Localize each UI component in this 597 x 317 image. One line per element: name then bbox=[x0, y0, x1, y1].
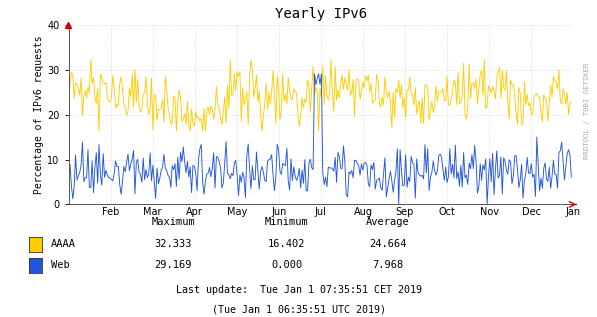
Y-axis label: Percentage of IPv6 requests: Percentage of IPv6 requests bbox=[35, 36, 44, 194]
Text: Last update:  Tue Jan 1 07:35:51 CET 2019: Last update: Tue Jan 1 07:35:51 CET 2019 bbox=[176, 285, 421, 295]
Text: 7.968: 7.968 bbox=[373, 260, 404, 270]
Text: 0.000: 0.000 bbox=[271, 260, 302, 270]
Text: Minimum: Minimum bbox=[264, 217, 309, 227]
Text: 24.664: 24.664 bbox=[370, 239, 407, 249]
Text: RRDTOOL / TOBI OETIKER: RRDTOOL / TOBI OETIKER bbox=[584, 63, 590, 159]
Text: (Tue Jan 1 06:35:51 UTC 2019): (Tue Jan 1 06:35:51 UTC 2019) bbox=[211, 304, 386, 314]
Text: 16.402: 16.402 bbox=[268, 239, 305, 249]
Text: 29.169: 29.169 bbox=[155, 260, 192, 270]
Text: Average: Average bbox=[366, 217, 410, 227]
Text: Maximum: Maximum bbox=[151, 217, 195, 227]
Text: Web: Web bbox=[51, 260, 69, 270]
Text: AAAA: AAAA bbox=[51, 239, 76, 249]
Text: 32.333: 32.333 bbox=[155, 239, 192, 249]
Title: Yearly IPv6: Yearly IPv6 bbox=[275, 7, 367, 22]
